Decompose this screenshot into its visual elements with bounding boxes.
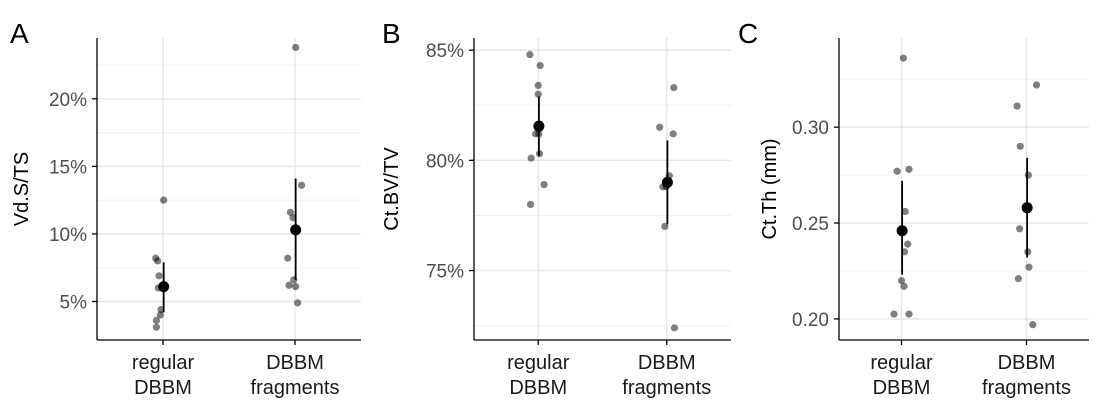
data-point	[152, 323, 160, 331]
data-point	[905, 310, 913, 318]
panel-a: A 5% 10% 15% 20% regular DBBM DBBM fragments Vd.S…	[10, 18, 361, 399]
x-category-label: regular DBBM	[507, 352, 570, 399]
data-point	[286, 208, 294, 216]
data-point	[1014, 275, 1022, 283]
y-tick-label: 20%	[49, 90, 87, 111]
y-tick-label: 0.30	[792, 118, 829, 139]
data-point	[670, 324, 679, 332]
data-point	[1025, 263, 1033, 271]
data-point	[901, 207, 909, 216]
data-point	[294, 299, 302, 307]
data-point	[897, 276, 906, 285]
mean-point	[158, 281, 170, 293]
mean-point	[1021, 202, 1033, 214]
data-point	[661, 222, 669, 231]
y-axis-title: Vd.S/TS	[11, 152, 33, 226]
mean-point	[661, 176, 673, 188]
data-point	[155, 272, 163, 280]
x-category-label: DBBM fragments	[622, 352, 711, 399]
y-tick-label: 5%	[60, 292, 88, 313]
data-point	[152, 316, 160, 325]
data-point	[534, 81, 542, 89]
data-point	[526, 200, 535, 209]
data-point	[1013, 102, 1021, 110]
data-point	[893, 167, 901, 175]
data-point	[890, 310, 898, 318]
data-point	[899, 54, 907, 62]
data-point	[285, 281, 293, 289]
data-point	[298, 181, 306, 189]
x-category-label: regular DBBM	[132, 352, 195, 399]
x-category-label: DBBM fragments	[982, 352, 1071, 399]
data-point	[905, 165, 913, 173]
mean-point	[896, 225, 908, 237]
data-point	[160, 196, 168, 204]
data-point	[1032, 81, 1041, 89]
data-point	[669, 130, 677, 138]
data-point	[526, 50, 534, 59]
data-point	[536, 61, 544, 70]
mean-point	[290, 224, 302, 236]
y-tick-label: 0.20	[792, 310, 829, 331]
data-point	[534, 90, 542, 98]
data-point	[1016, 225, 1024, 233]
panel-letter: A	[10, 18, 29, 49]
data-point	[670, 83, 678, 92]
data-point	[904, 240, 912, 248]
data-point	[1024, 171, 1032, 179]
x-category-label: DBBM fragments	[251, 352, 340, 399]
data-point	[152, 254, 160, 262]
data-point	[540, 180, 548, 189]
y-tick-label: 15%	[49, 157, 87, 178]
y-axis-title: Ct.Th (mm)	[759, 138, 781, 239]
panel-letter: B	[382, 18, 401, 49]
data-point	[292, 283, 300, 291]
y-tick-label: 0.25	[792, 214, 829, 235]
y-tick-label: 80%	[426, 151, 464, 172]
x-category-label: regular DBBM	[870, 352, 933, 399]
data-point	[284, 254, 292, 262]
panel-letter: C	[738, 18, 758, 49]
y-tick-label: 75%	[426, 262, 464, 283]
data-point	[1016, 142, 1024, 150]
y-axis-title: Ct.BV/TV	[381, 147, 403, 231]
data-point	[900, 282, 908, 290]
data-point	[292, 43, 300, 52]
y-tick-label: 85%	[426, 41, 464, 62]
data-point	[656, 123, 664, 131]
panel-b: B 75% 80% 85% regular DBBM DBBM fragments Ct.BV/…	[381, 18, 731, 399]
mean-point	[533, 120, 545, 132]
data-point	[1029, 321, 1037, 329]
data-point	[156, 311, 164, 319]
panel-c: C 0.20 0.25 0.30 regular DBBM DBBM fragments Ct.…	[738, 18, 1089, 399]
y-tick-label: 10%	[49, 225, 87, 246]
data-point	[527, 154, 535, 162]
